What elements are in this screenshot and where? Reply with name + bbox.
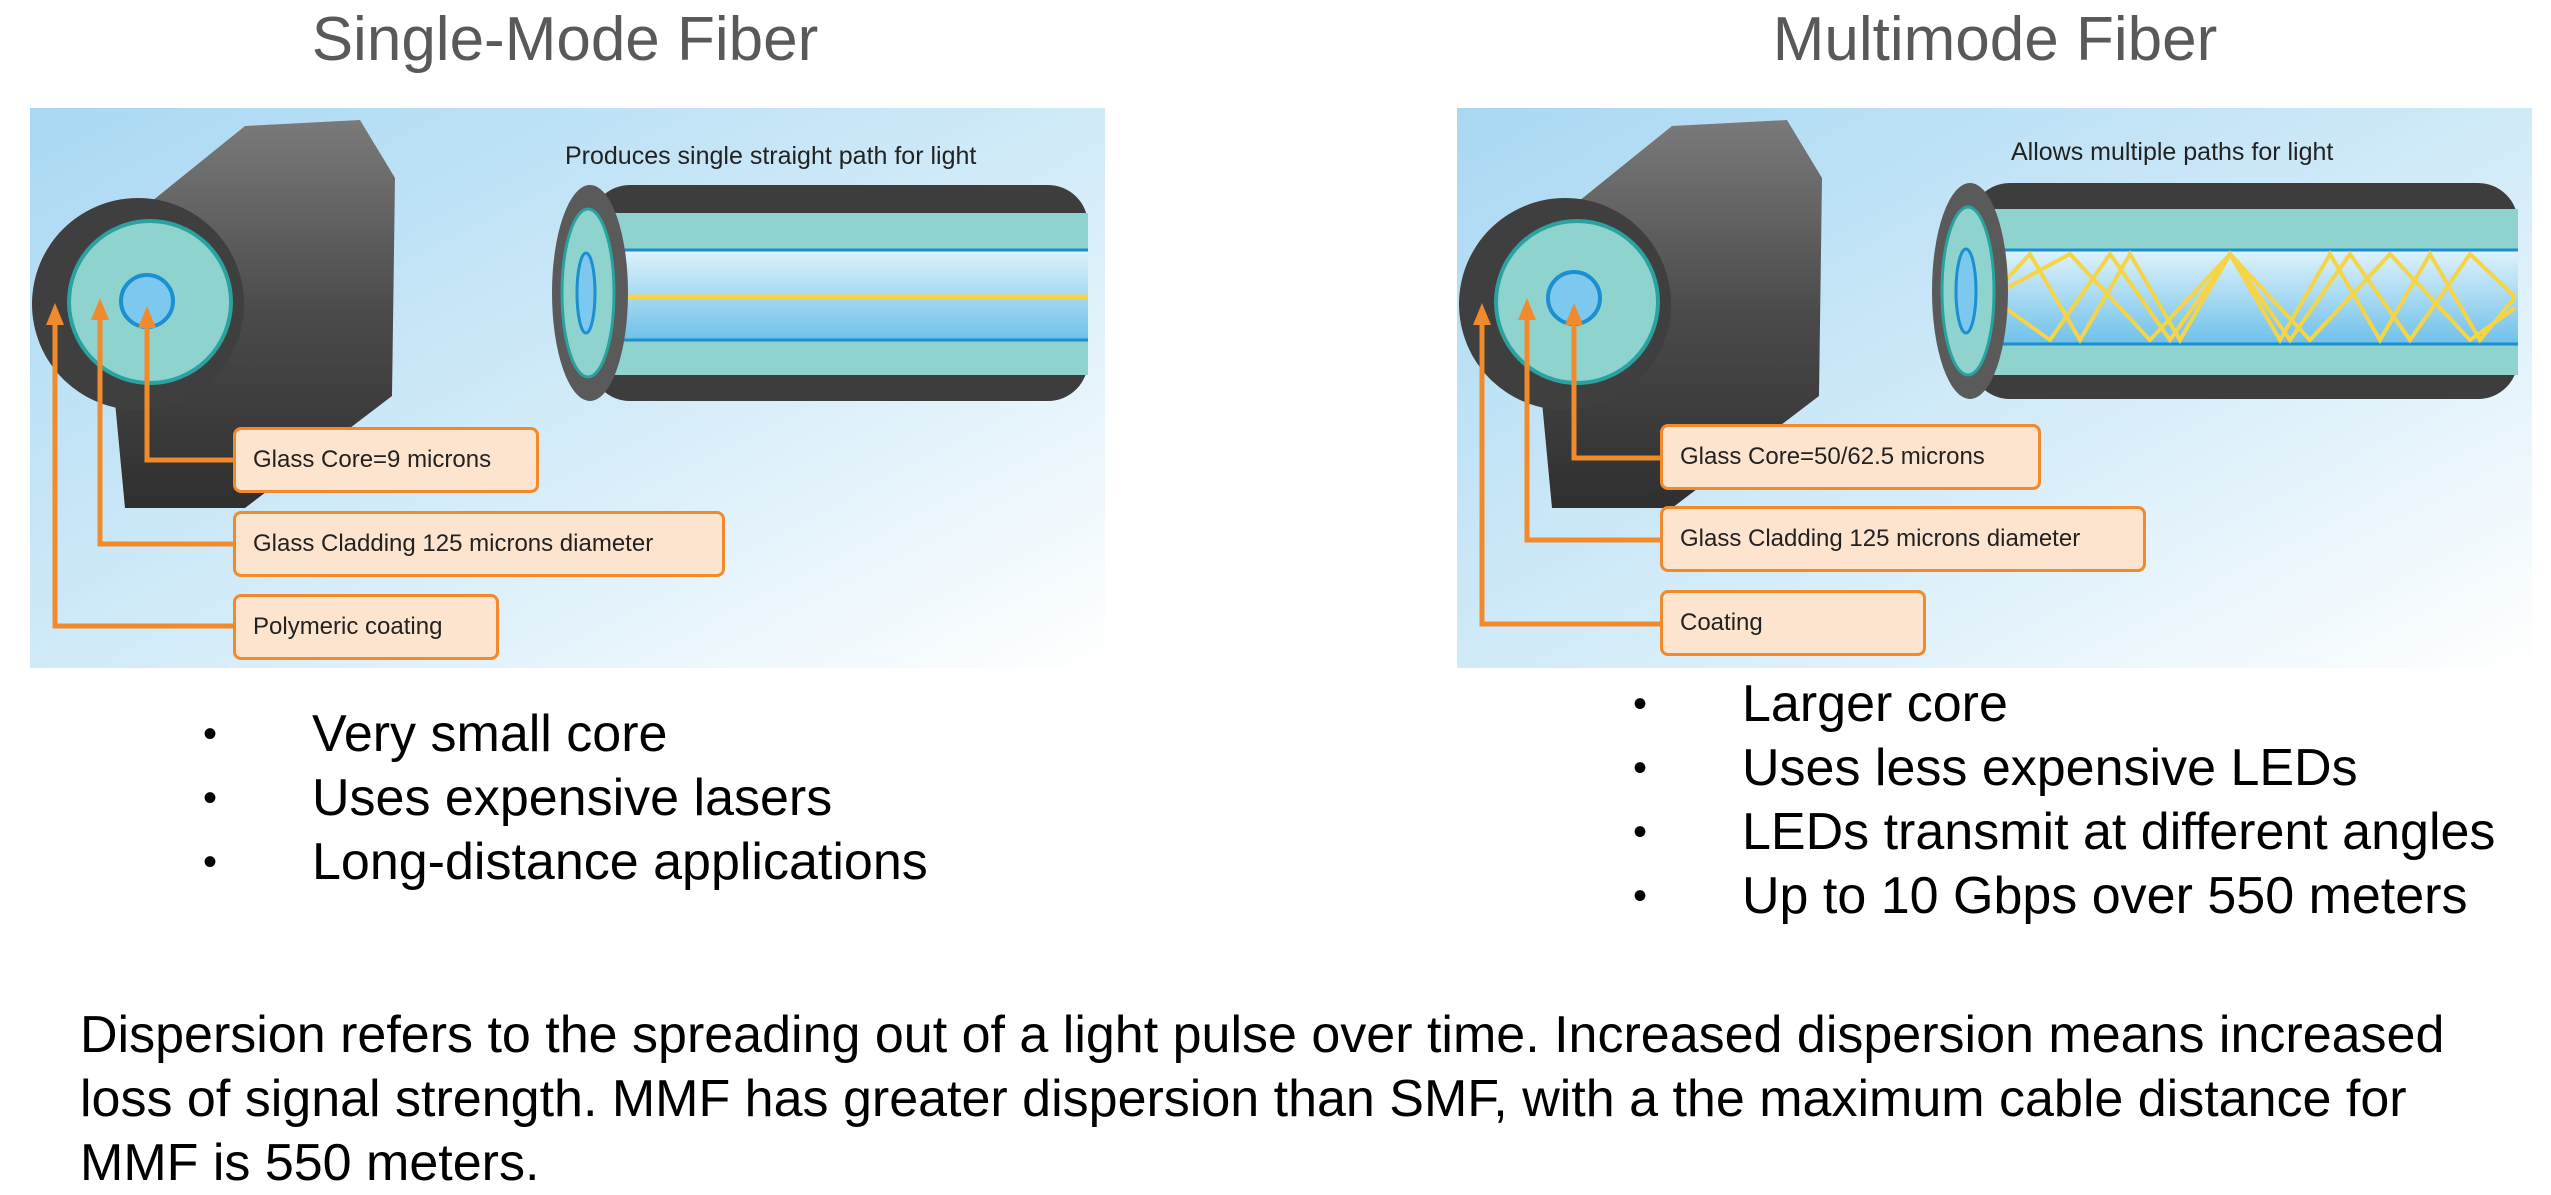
multiple-light-paths [1988,250,2517,344]
bullet-item: Uses less expensive LEDs [1625,736,2495,800]
leader-lines [52,308,235,629]
multimode-diagram: Allows multiple paths for light Glass Co… [1457,108,2532,668]
leader-arrowheads [1473,298,1583,325]
multimode-bullets: Larger core Uses less expensive LEDs LED… [1625,672,2495,928]
multimode-title: Multimode Fiber [1772,5,2218,74]
bullet-item: Very small core [195,702,928,766]
single-mode-bullets: Very small core Uses expensive lasers Lo… [195,702,928,894]
bullet-item: Long-distance applications [195,830,928,894]
single-mode-illustration [30,108,1105,668]
leader-arrowheads [46,298,156,328]
single-mode-title: Single-Mode Fiber [311,5,819,74]
callout-glass-cladding: Glass Cladding 125 microns diameter [233,511,725,577]
bullet-item: Up to 10 Gbps over 550 meters [1625,864,2495,928]
leader-lines [1479,308,1662,627]
callout-coating: Polymeric coating [233,594,499,660]
single-mode-diagram: Produces single straight path for light … [30,108,1105,668]
multimode-caption: Allows multiple paths for light [2011,138,2334,166]
bullet-item: Larger core [1625,672,2495,736]
multimode-illustration [1457,108,2532,668]
single-mode-caption: Produces single straight path for light [565,142,977,170]
bullet-item: Uses expensive lasers [195,766,928,830]
dispersion-paragraph: Dispersion refers to the spreading out o… [80,1006,2445,1192]
callout-glass-cladding: Glass Cladding 125 microns diameter [1660,506,2146,572]
callout-coating: Coating [1660,590,1926,656]
callout-glass-core: Glass Core=50/62.5 microns [1660,424,2041,490]
callout-glass-core: Glass Core=9 microns [233,427,539,493]
bullet-item: LEDs transmit at different angles [1625,800,2495,864]
